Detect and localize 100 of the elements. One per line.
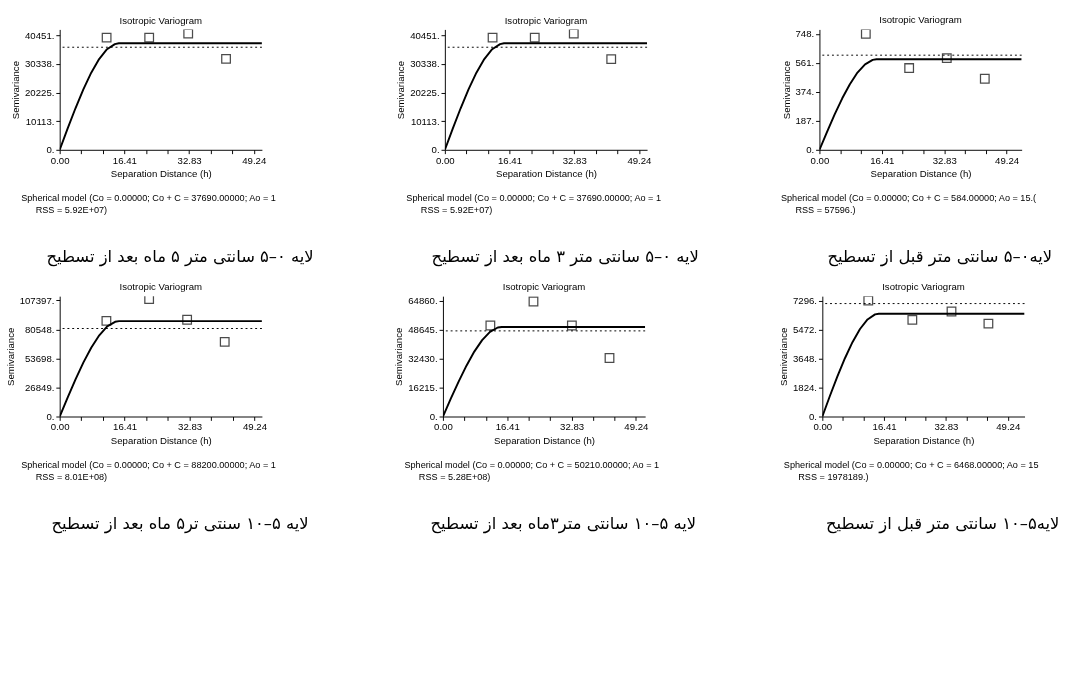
y-tick-label: 0.: [46, 144, 55, 156]
text: Spherical model (Co = 0.00000; Co + C = 37690.00000; Ao = 1: [406, 192, 662, 203]
x-tick-label: 0.00: [50, 154, 70, 166]
point: [983, 318, 994, 329]
point: [941, 53, 952, 64]
y-tick-label: 107397.: [19, 294, 55, 306]
point: [529, 32, 540, 43]
x-tick-label: 16.41: [872, 421, 897, 433]
chart-title: Isotropic Variogram: [504, 14, 588, 26]
point: [485, 320, 496, 331]
point: [101, 315, 112, 326]
text: Spherical model (Co = 0.00000; Co + C = 584.00000; Ao = 15.(: [780, 192, 1037, 203]
x-axis-title: Separation Distance (h): [110, 168, 212, 180]
x-tick-label: 49.24: [243, 421, 268, 433]
text: RSS = 5.92E+07): [420, 205, 493, 216]
x-tick-label: 16.41: [870, 154, 895, 166]
point: [487, 32, 498, 43]
x-tick-label: 49.24: [624, 421, 650, 433]
x-tick-label: 49.24: [996, 421, 1021, 433]
text: لایه۰–۵ سانتی متر قبل از تسطیح: [827, 247, 1053, 268]
y-tick-label: 374.: [795, 86, 815, 98]
x-tick-label: 0.00: [434, 421, 453, 433]
y-tick-label: 26849.: [25, 381, 55, 393]
y-tick-label: 748.: [795, 28, 815, 40]
x-tick-label: 49.24: [995, 154, 1020, 166]
text: Spherical model (Co = 0.00000; Co + C = 50210.00000; Ao = 1: [404, 459, 660, 470]
y-tick-label: 0.: [431, 144, 440, 156]
point: [606, 54, 617, 65]
point: [183, 29, 194, 39]
point: [144, 32, 155, 43]
text: RSS = 1978189.): [798, 472, 869, 483]
y-tick-label: 0.: [429, 410, 438, 422]
y-tick-label: 10113.: [25, 115, 55, 127]
point: [221, 53, 231, 64]
point: [907, 315, 918, 325]
y-tick-label: 0.: [809, 410, 818, 422]
chart-title: Isotropic Variogram: [879, 14, 962, 26]
point: [219, 336, 230, 347]
y-tick-label: 32430.: [408, 353, 438, 365]
chart-title: Isotropic Variogram: [882, 281, 965, 293]
x-tick-label: 32.83: [562, 154, 587, 166]
y-tick-label: 187.: [795, 115, 815, 127]
y-tick-label: 16215.: [408, 381, 438, 393]
x-tick-label: 0.00: [813, 421, 833, 433]
x-tick-label: 49.24: [627, 154, 653, 166]
point: [182, 314, 193, 325]
text: لایه ۵–۱۰ سانتی متر۳ماه بعد از تسطیح: [430, 514, 697, 535]
y-tick-label: 561.: [795, 57, 815, 69]
x-tick-label: 32.83: [177, 154, 202, 166]
x-tick-label: 16.41: [498, 154, 523, 166]
x-axis-title: Separation Distance (h): [873, 434, 975, 446]
y-tick-label: 0.: [806, 144, 815, 156]
y-tick-label: 40451.: [25, 29, 55, 41]
y-tick-label: 40451.: [410, 29, 440, 41]
x-axis-title: Separation Distance (h): [870, 168, 972, 180]
x-tick-label: 32.83: [178, 421, 203, 433]
x-tick-label: 16.41: [112, 154, 137, 166]
chart-title: Isotropic Variogram: [502, 281, 586, 293]
y-axis-title: Semivariance: [393, 327, 405, 386]
y-axis-title: Semivariance: [395, 60, 407, 120]
point: [904, 63, 915, 73]
point: [946, 306, 957, 317]
y-tick-label: 30338.: [410, 58, 440, 70]
point: [860, 29, 871, 39]
y-tick-label: 64860.: [408, 295, 438, 307]
x-tick-label: 0.00: [50, 421, 70, 433]
y-tick-label: 53698.: [25, 352, 55, 364]
y-tick-label: 48645.: [408, 324, 438, 336]
text: لایه ۰–۵ سانتی متر ۳ ماه بعد از تسطیح: [431, 247, 699, 268]
y-axis-title: Semivariance: [780, 60, 792, 120]
y-axis-title: Semivariance: [4, 327, 16, 386]
chart-title: Isotropic Variogram: [119, 14, 203, 26]
y-tick-label: 20225.: [25, 87, 55, 99]
point: [604, 353, 615, 363]
point: [863, 296, 874, 306]
x-tick-label: 32.83: [934, 421, 959, 433]
point: [566, 320, 577, 331]
x-tick-label: 32.83: [560, 421, 585, 433]
point: [568, 29, 579, 39]
y-tick-label: 0.: [46, 410, 55, 422]
y-tick-label: 7296.: [792, 294, 818, 306]
y-tick-label: 10113.: [410, 115, 440, 127]
y-axis-title: Semivariance: [778, 327, 790, 386]
x-tick-label: 32.83: [932, 154, 957, 166]
text: RSS = 5.92E+07): [35, 205, 108, 216]
x-tick-label: 49.24: [242, 154, 267, 166]
text: Spherical model (Co = 0.00000; Co + C = 6468.00000; Ao = 15: [783, 459, 1039, 470]
text: RSS = 57596.): [795, 205, 856, 216]
text: RSS = 5.28E+08): [418, 472, 491, 483]
text: Spherical model (Co = 0.00000; Co + C = 37690.00000; Ao = 1: [21, 192, 276, 203]
y-tick-label: 3648.: [792, 352, 818, 364]
x-axis-title: Separation Distance (h): [110, 434, 212, 446]
text: Spherical model (Co = 0.00000; Co + C = 88200.00000; Ao = 1: [21, 459, 276, 470]
x-axis-title: Separation Distance (h): [494, 434, 596, 446]
x-axis-title: Separation Distance (h): [495, 168, 597, 180]
x-tick-label: 0.00: [436, 154, 455, 166]
text: لایه ۵–۱۰ سنتی تر۵ ماه بعد از تسطیح: [51, 514, 309, 535]
y-tick-label: 1824.: [792, 381, 818, 393]
x-tick-label: 0.00: [810, 154, 830, 166]
y-tick-label: 30338.: [25, 58, 55, 70]
